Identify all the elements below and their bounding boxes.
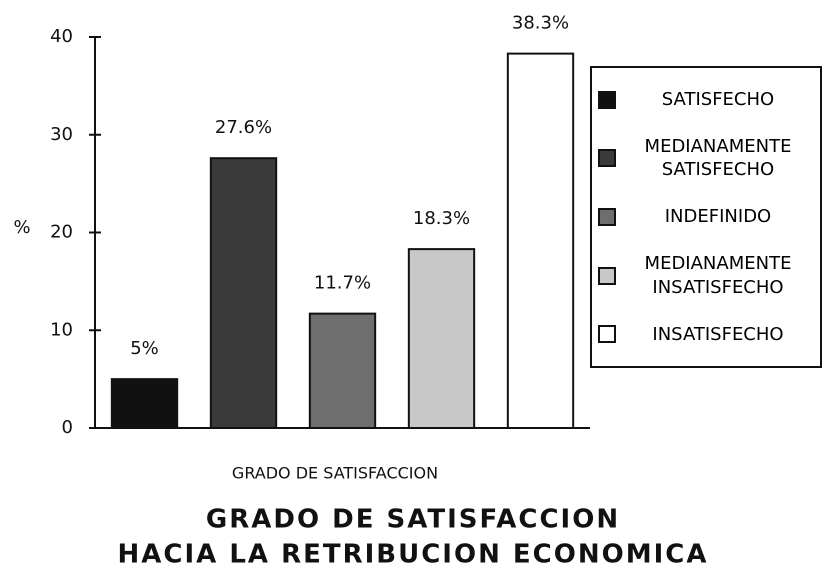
y-tick-label: 20 — [50, 222, 73, 243]
legend: SATISFECHO MEDIANAMENTE SATISFECHO INDEFIN… — [590, 66, 822, 368]
legend-swatch — [598, 266, 616, 285]
bar — [308, 312, 377, 430]
legend-swatch — [598, 149, 616, 168]
bar — [209, 157, 278, 430]
value-label: 5% — [130, 338, 159, 359]
y-axis-label: % — [13, 217, 30, 238]
legend-entry: INSATISFECHO — [598, 323, 814, 346]
y-tick-label: 0 — [62, 417, 73, 438]
bar — [407, 248, 476, 429]
legend-label: MEDIANAMENTE INSATISFECHO — [644, 253, 792, 298]
legend-swatch — [598, 207, 616, 226]
legend-entry: INDEFINIDO — [598, 205, 814, 228]
legend-label: MEDIANAMENTE SATISFECHO — [644, 135, 792, 181]
bar — [506, 52, 575, 430]
value-label: 18.3% — [413, 208, 470, 229]
legend-swatch — [598, 325, 616, 344]
chart-title: HACIA LA RETRIBUCION ECONOMICA — [118, 540, 709, 570]
y-tick-label: 10 — [50, 319, 73, 340]
legend-swatch — [598, 90, 616, 109]
legend-entry: MEDIANAMENTE SATISFECHO — [598, 135, 814, 182]
y-tick-label: 40 — [50, 26, 73, 47]
value-label: 27.6% — [215, 117, 272, 138]
value-label: 38.3% — [512, 13, 569, 34]
value-label: 11.7% — [314, 273, 371, 294]
legend-entry: MEDIANAMENTE INSATISFECHO — [598, 252, 814, 299]
bar — [110, 378, 179, 429]
legend-entry: SATISFECHO — [598, 88, 814, 111]
legend-label: INDEFINIDO — [664, 206, 772, 228]
legend-label: SATISFECHO — [661, 88, 775, 110]
y-tick-label: 30 — [50, 124, 73, 145]
x-axis-label: GRADO DE SATISFACCION — [232, 464, 438, 483]
chart-title: GRADO DE SATISFACCION — [206, 505, 620, 535]
legend-label: INSATISFECHO — [652, 323, 784, 345]
